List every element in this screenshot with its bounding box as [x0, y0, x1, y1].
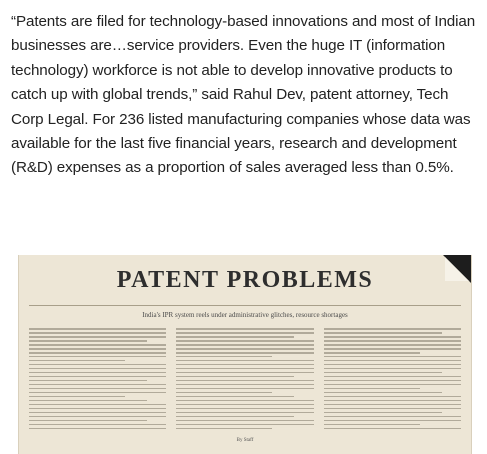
clipping-text-line — [323, 399, 461, 402]
clipping-text-line — [176, 371, 314, 374]
clipping-text-line — [176, 363, 314, 366]
clipping-text-line — [176, 411, 314, 414]
clipping-text-line — [29, 407, 167, 410]
clipping-text-line — [323, 411, 442, 414]
clipping-text-line — [176, 359, 314, 362]
clipping-text-line — [29, 328, 167, 330]
clipping-text-line — [323, 403, 461, 406]
newspaper-clipping-image: PATENT PROBLEMS India's IPR system reels… — [18, 255, 472, 454]
clipping-text-line — [176, 387, 314, 390]
clipping-column-1 — [29, 328, 167, 438]
clipping-text-line — [29, 403, 167, 406]
clipping-text-line — [176, 355, 273, 358]
clipping-text-line — [176, 419, 314, 422]
clipping-text-line — [323, 371, 442, 374]
clipping-headline: PATENT PROBLEMS — [116, 267, 374, 293]
clipping-text-line — [29, 339, 148, 342]
clipping-text-line — [29, 367, 167, 370]
clipping-text-line — [323, 363, 461, 366]
clipping-text-line — [323, 375, 461, 378]
clipping-text-line — [29, 335, 167, 338]
clipping-text-line — [323, 339, 461, 342]
clipping-text-line — [176, 343, 314, 346]
clipping-text-line — [323, 367, 461, 370]
clipping-text-line — [323, 331, 442, 334]
clipping-text-line — [29, 359, 126, 362]
clipping-text-line — [176, 423, 314, 426]
clipping-text-line — [29, 383, 167, 386]
clipping-text-line — [176, 399, 314, 402]
clipping-text-line — [29, 331, 167, 334]
clipping-text-line — [323, 415, 461, 418]
clipping-text-line — [323, 407, 461, 410]
clipping-text-line — [323, 423, 420, 426]
clipping-text-line — [323, 387, 420, 390]
headline-divider — [29, 305, 461, 306]
clipping-text-line — [323, 347, 461, 350]
clipping-text-line — [176, 383, 314, 386]
clipping-text-line — [323, 391, 442, 394]
clipping-text-line — [176, 427, 273, 430]
clipping-text-line — [29, 415, 167, 418]
clipping-text-line — [29, 363, 167, 366]
clipping-text-line — [323, 335, 461, 338]
clipping-text-line — [29, 419, 148, 422]
clipping-text-line — [323, 427, 461, 430]
clipping-text-line — [29, 427, 167, 430]
clipping-body-columns — [29, 328, 461, 438]
clipping-text-line — [29, 347, 167, 350]
clipping-column-3 — [323, 328, 461, 438]
clipping-byline: By Staff — [236, 438, 254, 443]
clipping-text-line — [323, 379, 461, 382]
clipping-text-line — [176, 351, 314, 354]
clipping-text-line — [176, 395, 295, 398]
clipping-text-line — [29, 375, 167, 378]
clipping-text-line — [176, 367, 314, 370]
clipping-text-line — [176, 331, 314, 334]
clipping-text-line — [323, 359, 461, 362]
clipping-column-2 — [176, 328, 314, 438]
clipping-text-line — [29, 355, 167, 358]
clipping-text-line — [176, 328, 314, 330]
clipping-text-line — [29, 395, 126, 398]
article-paragraph: “Patents are filed for technology-based … — [11, 13, 476, 177]
clipping-text-line — [29, 379, 148, 382]
clipping-text-line — [176, 403, 314, 406]
clipping-text-line — [176, 335, 295, 338]
clipping-text-line — [323, 351, 420, 354]
clipping-text-line — [323, 355, 461, 358]
clipping-text-line — [176, 379, 314, 382]
clipping-text-line — [29, 423, 167, 426]
clipping-text-line — [29, 387, 167, 390]
clipping-text-line — [29, 411, 167, 414]
clipping-text-line — [29, 351, 167, 354]
clipping-text-line — [176, 375, 295, 378]
clipping-text-line — [176, 415, 295, 418]
clipping-text-line — [176, 407, 314, 410]
clipping-text-line — [29, 343, 167, 346]
clipping-text-line — [323, 383, 461, 386]
clipping-text-line — [323, 343, 461, 346]
clipping-text-line — [176, 347, 314, 350]
clipping-text-line — [29, 391, 167, 394]
clipping-text-line — [29, 399, 148, 402]
clipping-text-line — [323, 395, 461, 398]
clipping-text-line — [323, 419, 461, 422]
clipping-text-line — [176, 339, 314, 342]
clipping-subhead: India's IPR system reels under administr… — [142, 311, 348, 319]
clipping-text-line — [176, 391, 273, 394]
clipping-text-line — [323, 328, 461, 330]
clipping-text-line — [29, 371, 167, 374]
